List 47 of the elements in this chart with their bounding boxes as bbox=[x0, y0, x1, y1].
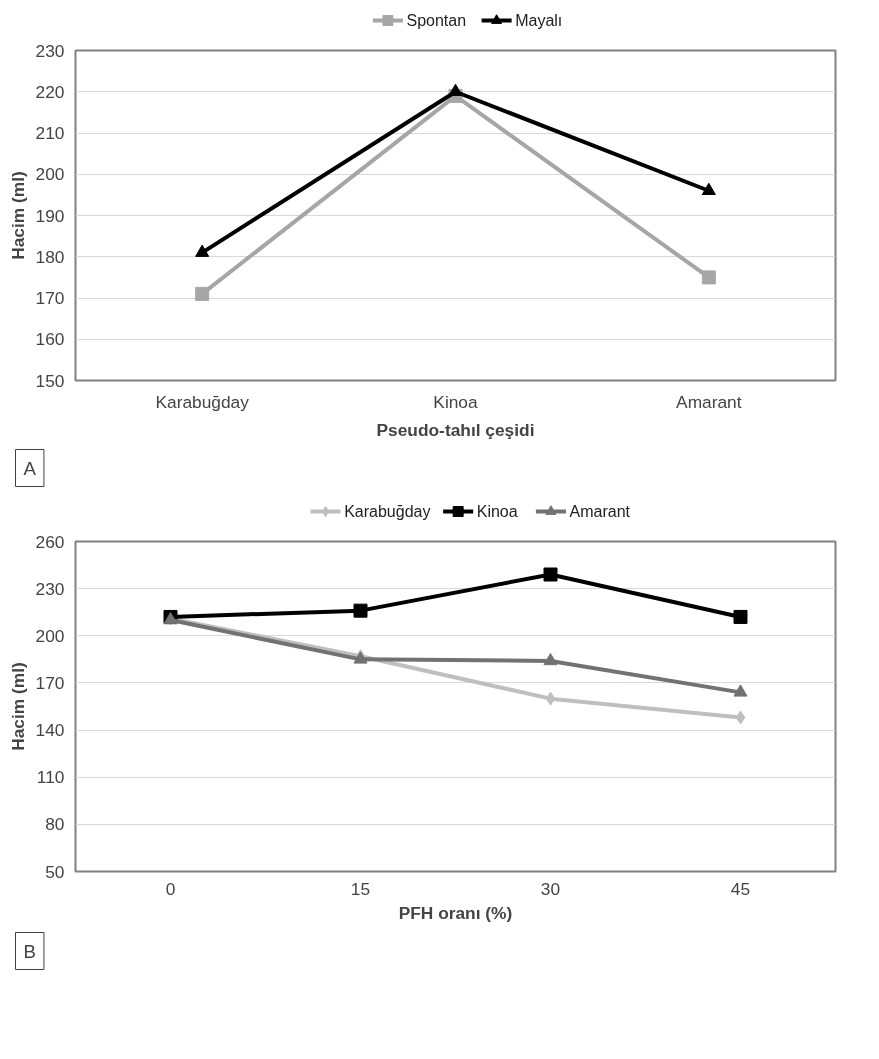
y-tick-label: 170 bbox=[35, 288, 65, 308]
point bbox=[735, 710, 746, 725]
point bbox=[701, 270, 716, 285]
y-tick-label: 110 bbox=[36, 767, 65, 788]
legend-label: Kinoa bbox=[476, 503, 518, 520]
point bbox=[195, 286, 210, 301]
point bbox=[733, 684, 748, 697]
x-tick-label: Amarant bbox=[676, 391, 742, 412]
x-axis-title: PFH oranı (%) bbox=[398, 902, 513, 923]
y-tick-label: 220 bbox=[35, 81, 65, 102]
y-tick-label: 140 bbox=[35, 720, 65, 741]
y-tick-label: 200 bbox=[35, 164, 65, 185]
text: B bbox=[23, 940, 36, 962]
y-tick-label: 170 bbox=[35, 672, 65, 693]
y-tick-label: 260 bbox=[35, 531, 65, 552]
y-axis-title: Hacim (ml) bbox=[7, 171, 28, 260]
y-tick-label: 80 bbox=[45, 814, 65, 835]
point bbox=[543, 567, 558, 582]
legend-label: Karabuğday bbox=[344, 503, 431, 520]
point bbox=[448, 83, 463, 96]
y-tick-label: 230 bbox=[35, 40, 65, 61]
point bbox=[195, 244, 210, 257]
point bbox=[701, 182, 716, 195]
y-tick-label: 50 bbox=[45, 861, 65, 882]
x-tick-label: Kinoa bbox=[433, 391, 479, 412]
point bbox=[545, 691, 556, 706]
x-tick-label: 0 bbox=[165, 878, 176, 899]
x-tick-label: 30 bbox=[540, 878, 561, 899]
x-tick-label: Karabuğday bbox=[155, 391, 250, 412]
y-axis-title: Hacim (ml) bbox=[7, 662, 28, 751]
legend-label: Spontan bbox=[406, 12, 467, 29]
legend-label: Mayalı bbox=[515, 12, 563, 29]
x-tick-label: 45 bbox=[730, 878, 751, 899]
point bbox=[733, 609, 748, 624]
point bbox=[353, 603, 368, 618]
x-tick-label: 15 bbox=[350, 878, 371, 899]
y-tick-label: 200 bbox=[35, 625, 65, 646]
legend-label: Amarant bbox=[569, 503, 631, 520]
y-tick-label: 160 bbox=[35, 329, 65, 350]
y-tick-label: 190 bbox=[35, 205, 65, 226]
x-axis-title: Pseudo-tahıl çeşidi bbox=[376, 419, 535, 440]
y-tick-label: 150 bbox=[35, 370, 65, 391]
y-tick-label: 180 bbox=[35, 246, 65, 267]
point bbox=[543, 652, 558, 666]
y-tick-label: 210 bbox=[35, 123, 65, 143]
text: A bbox=[23, 457, 37, 479]
y-tick-label: 230 bbox=[35, 578, 65, 599]
